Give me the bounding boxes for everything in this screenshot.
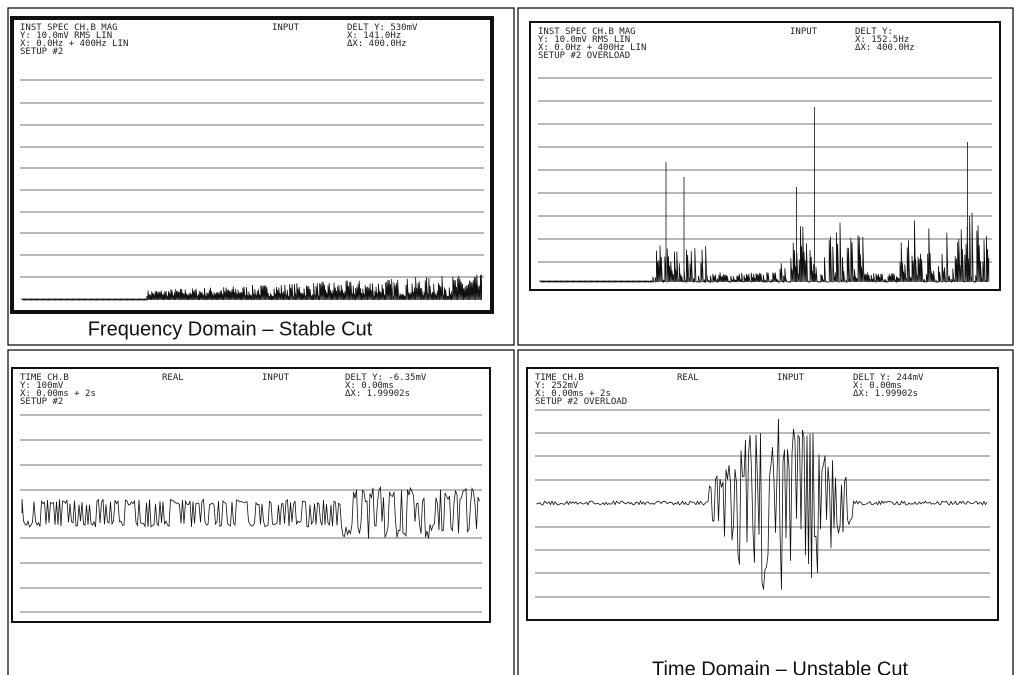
page: INST SPEC CH.B MAGY: 10.0mV RMS LINX: 0.… xyxy=(0,0,1018,675)
header-text: SETUP #2 xyxy=(20,47,63,57)
header-text: INPUT xyxy=(790,27,818,37)
header-text: ΔX: 1.99902s xyxy=(853,389,918,399)
header-text: INPUT xyxy=(262,373,290,383)
header-text: SETUP #2 OVERLOAD xyxy=(538,51,630,61)
header-text: ΔX: 400.0Hz xyxy=(855,43,915,53)
header-text: INPUT xyxy=(272,23,300,33)
caption: Frequency Domain – Stable Cut xyxy=(88,318,373,340)
header-text: REAL xyxy=(162,373,184,383)
header-text: ΔX: 1.99902s xyxy=(345,389,410,399)
header-text: ΔX: 400.0Hz xyxy=(347,39,407,49)
screen-frame xyxy=(12,18,492,312)
figure: INST SPEC CH.B MAGY: 10.0mV RMS LINX: 0.… xyxy=(0,0,1018,675)
header-text: REAL xyxy=(677,373,699,383)
screen-frame xyxy=(12,368,490,622)
header-text: SETUP #2 xyxy=(20,397,63,407)
header-text: SETUP #2 OVERLOAD xyxy=(535,397,627,407)
caption: Time Domain – Unstable Cut xyxy=(652,658,908,675)
header-text: INPUT xyxy=(777,373,805,383)
